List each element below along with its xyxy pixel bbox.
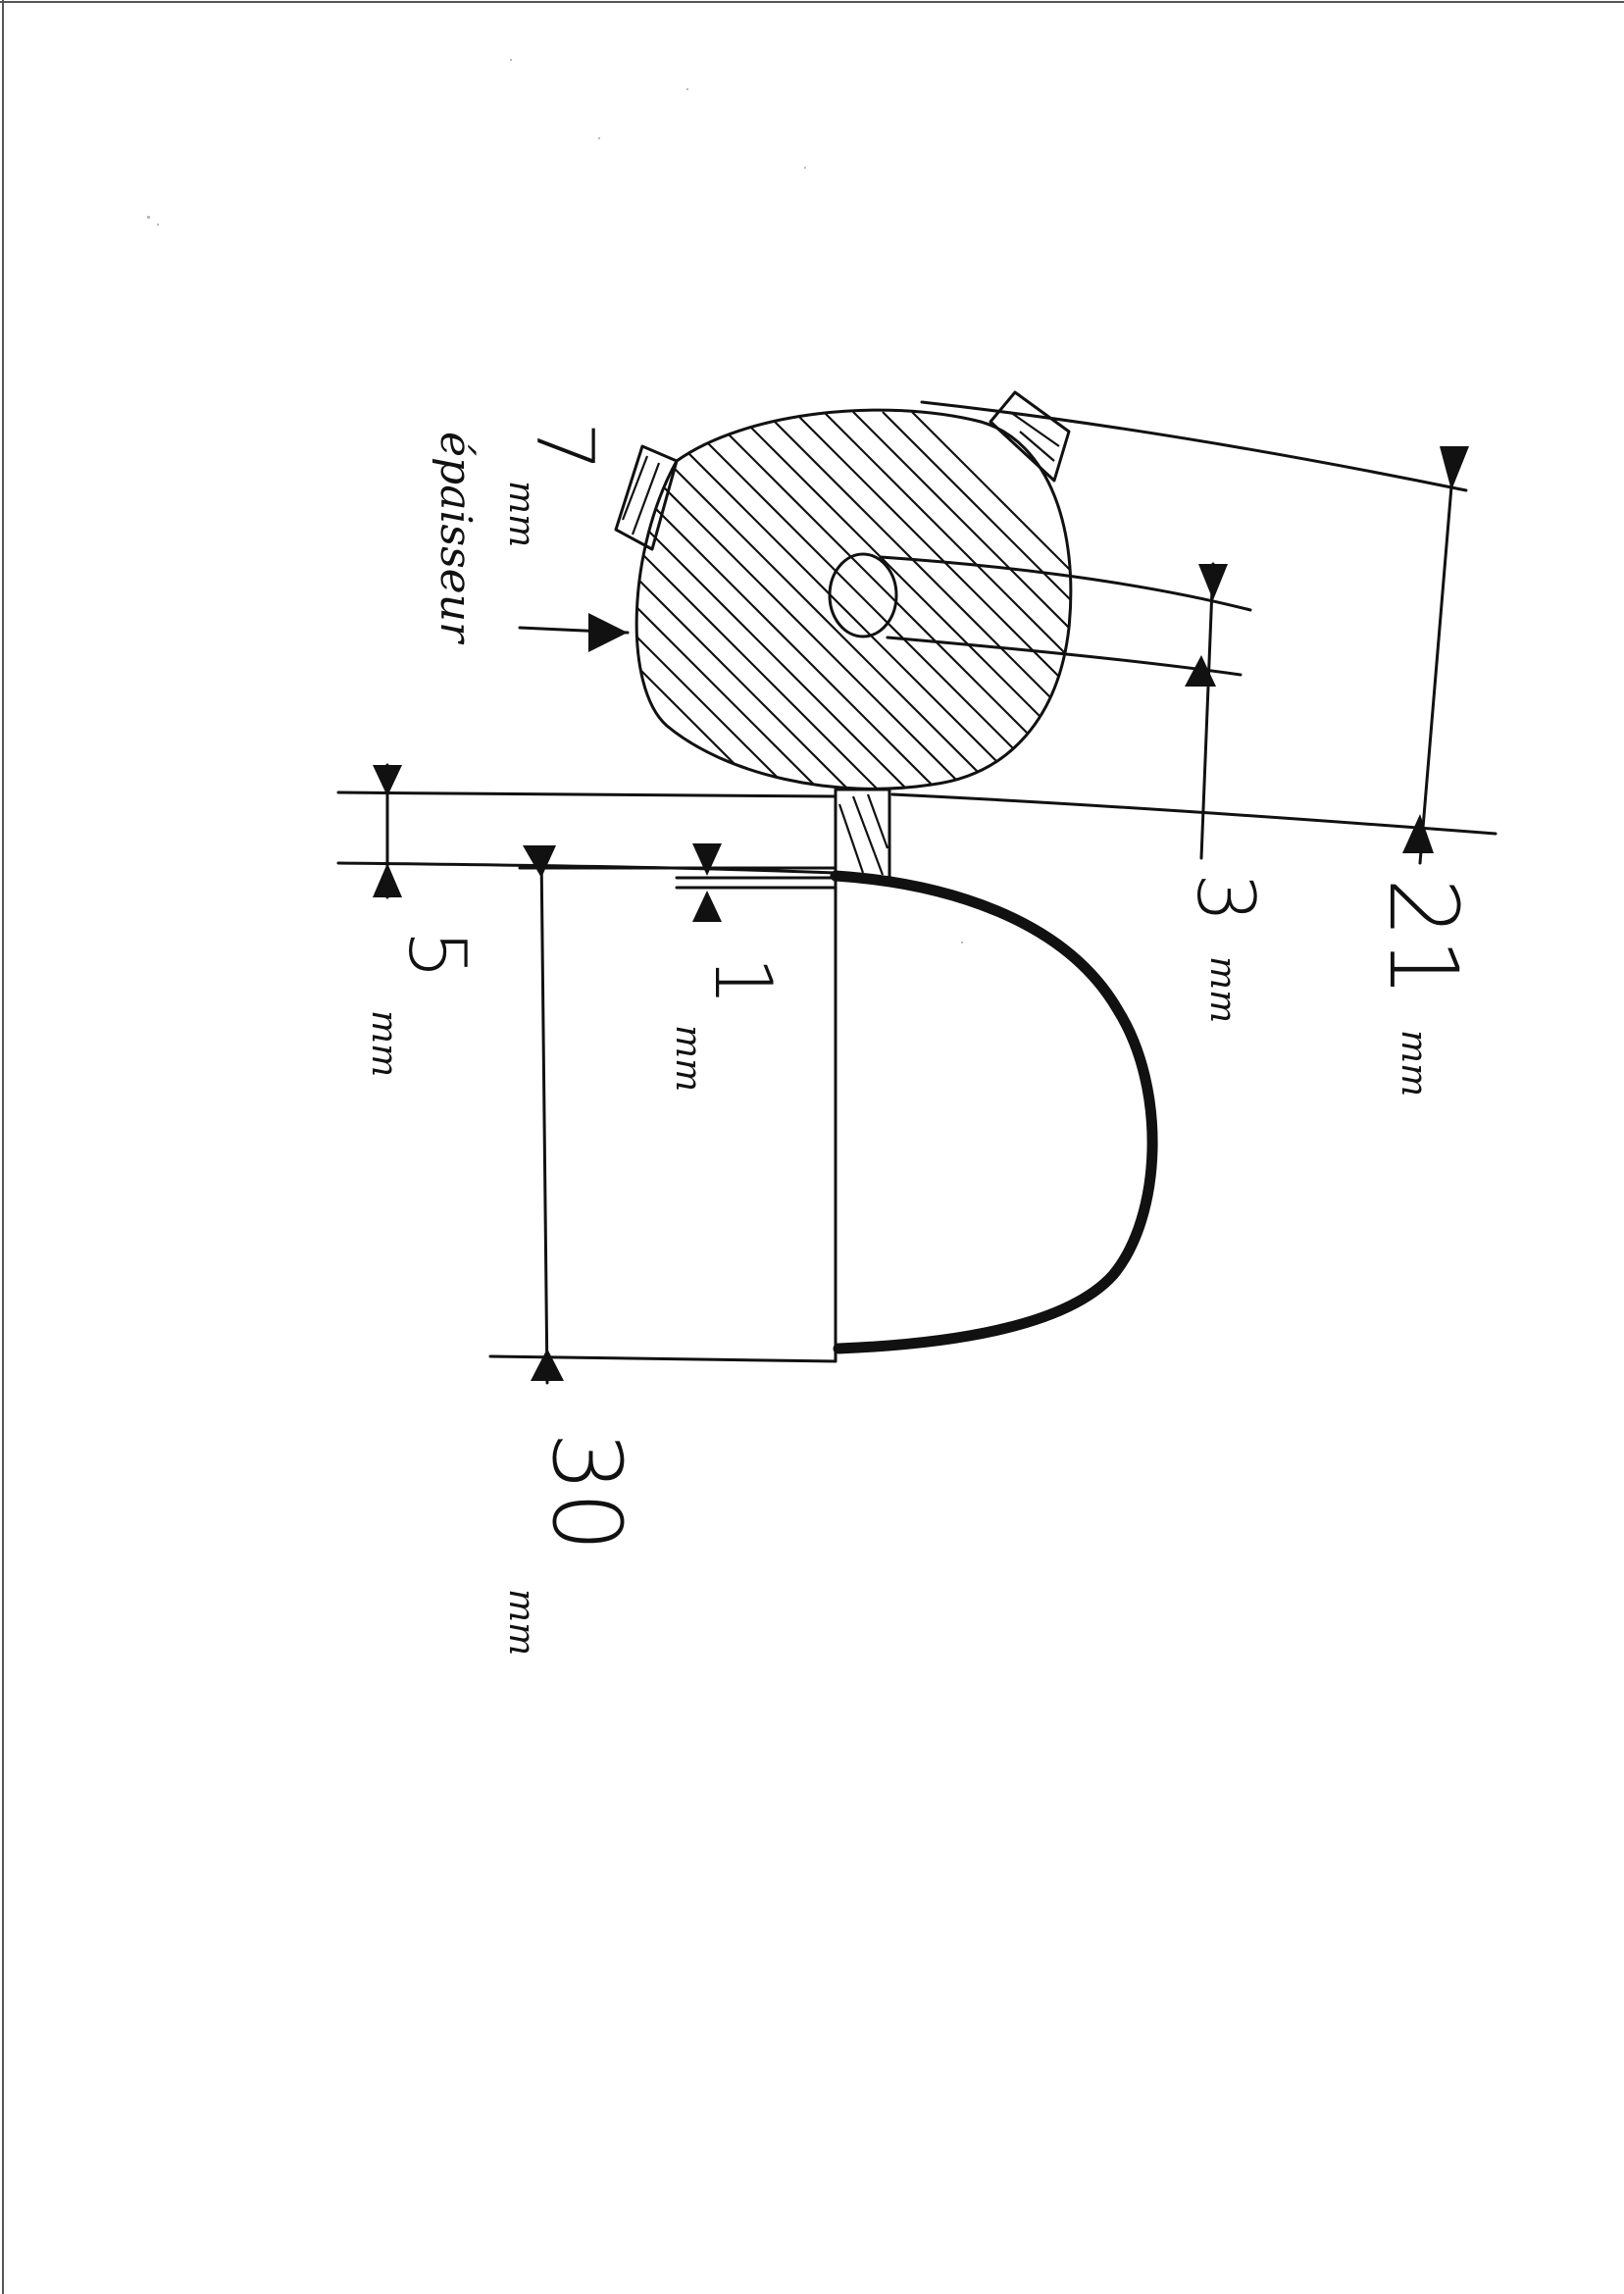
dim-line-30 — [539, 849, 549, 1385]
dim-7-thickness: 7 mm épaisseur — [431, 422, 630, 652]
dim-3: 3 mm — [879, 555, 1271, 1023]
bowl-shape — [830, 870, 1158, 1363]
dim-7-note: épaisseur — [431, 432, 481, 645]
dim-5-unit: mm — [364, 1010, 404, 1077]
dim-21-value: 21 — [1368, 878, 1478, 997]
ext-line-3-top — [879, 555, 1252, 612]
dim-3-unit: mm — [1202, 956, 1243, 1023]
dim-21: 21 mm — [890, 400, 1497, 1096]
dim-7-unit: mm — [501, 481, 541, 547]
ext-line-5-top — [336, 790, 837, 798]
dim-3-value: 3 — [1180, 873, 1271, 923]
dim-1: 1 mm — [668, 843, 837, 1092]
left-lug — [614, 444, 679, 551]
right-lug — [989, 390, 1071, 483]
dim-5-value: 5 — [391, 930, 482, 980]
ext-line-21-top — [920, 400, 1468, 492]
dim-7-value: 7 — [519, 422, 610, 472]
dim-30-unit: mm — [501, 1589, 541, 1656]
dim-1-value: 1 — [697, 956, 788, 1006]
scan-noise — [147, 59, 963, 943]
disc-outline — [634, 408, 1073, 790]
dim-line-21 — [1418, 449, 1456, 865]
dim-5: 5 mm — [336, 763, 837, 1077]
stem — [834, 788, 891, 880]
dim-line-3 — [1199, 562, 1215, 860]
ext-line-21-bottom — [890, 792, 1497, 836]
dim-21-unit: mm — [1394, 1030, 1434, 1096]
dim-1-unit: mm — [668, 1025, 708, 1092]
dim-30-value: 30 — [532, 1432, 641, 1552]
bowl-curve — [830, 870, 1158, 1354]
disc-hole — [828, 552, 898, 638]
dim-30: 30 mm — [488, 845, 837, 1656]
